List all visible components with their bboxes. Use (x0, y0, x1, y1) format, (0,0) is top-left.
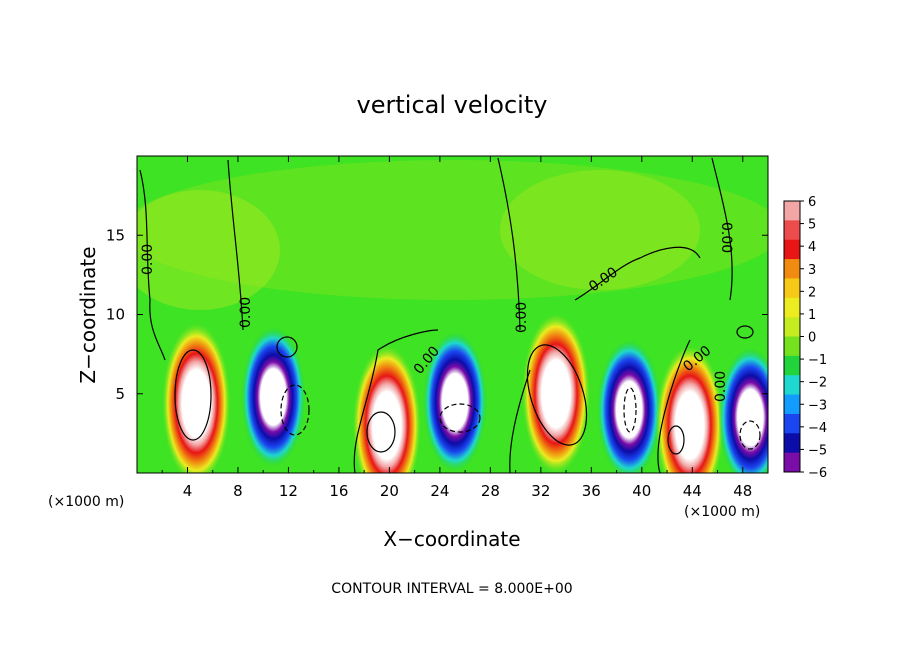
contour-up-core-2 (526, 344, 588, 446)
colorbar-tick-label: 1 (808, 308, 816, 323)
plot-area: 0.00 0.00 0.00 0.00 0.00 0.00 0.00 0.00 (137, 156, 768, 473)
contour-down-core-4 (739, 420, 761, 450)
contour-zero-1 (139, 169, 166, 361)
contour-zero-3 (497, 157, 521, 331)
colorbar-tick-label: 5 (808, 218, 816, 233)
contour-up-core-3 (366, 411, 396, 453)
x-tick-label: 12 (279, 482, 298, 500)
y-tick-label: 5 (115, 385, 125, 403)
x-tick-label: 36 (582, 482, 601, 500)
x-tick-label: 48 (733, 482, 752, 500)
downdraft-cell-8 (718, 347, 768, 473)
colorbar-swatch (784, 317, 800, 337)
colorbar-swatch (784, 375, 800, 396)
contour-zero-2 (227, 159, 244, 331)
y-tick-label: 10 (106, 306, 125, 324)
x-tick-label: 44 (683, 482, 702, 500)
colorbar-swatch (784, 201, 800, 221)
z-unit-label: (×1000 m) (48, 494, 124, 510)
contour-down-core-1 (280, 384, 310, 436)
updraft-cell-3 (352, 345, 421, 473)
contour-small-loop-2 (736, 325, 754, 339)
colorbar-tick-label: 3 (808, 263, 816, 278)
x-tick-label: 4 (183, 482, 193, 500)
x-tick-label: 8 (233, 482, 243, 500)
downdraft-cell-4 (423, 331, 488, 472)
contour-label: 0.00 (514, 302, 530, 333)
colorbar-tick-label: 2 (808, 285, 816, 300)
x-axis: 4 8 12 16 20 24 28 32 36 40 44 48 (161, 156, 752, 500)
colorbar-swatch (784, 452, 800, 473)
y-axis-label: Z−coordinate (76, 246, 100, 383)
downdraft-cell-2 (241, 326, 306, 467)
contour-label: 0.00 (140, 244, 156, 275)
colorbar-swatch (784, 278, 800, 299)
x-tick-label: 28 (481, 482, 500, 500)
contour-zero-7 (509, 369, 531, 473)
colorbar-tick-label: −1 (808, 353, 827, 368)
colorbar-tick-label: 6 (808, 195, 816, 210)
updraft-cell-5 (521, 313, 590, 473)
contour-zero-8 (657, 339, 691, 473)
contour-down-core-2 (439, 403, 481, 433)
y-tick-label: 15 (106, 226, 125, 244)
upper-field-band-3 (500, 170, 700, 290)
colorbar-swatch (784, 259, 800, 279)
colorbar: 6 5 4 3 2 1 0 −1 −2 −3 −4 −5 −6 (783, 195, 827, 481)
colorbar-swatch (784, 336, 800, 357)
contour-up-core-1 (174, 349, 212, 441)
velocity-cells (162, 313, 768, 473)
contour-zero-6 (353, 329, 439, 473)
y-axis: 5 10 15 (106, 226, 768, 403)
colorbar-swatch (784, 433, 800, 454)
colorbar-tick-label: −5 (808, 443, 827, 458)
colorbar-tick-label: −4 (808, 421, 827, 436)
colorbar-tick-label: 4 (808, 240, 816, 255)
x-tick-label: 16 (329, 482, 348, 500)
contour-label: 0.00 (238, 297, 254, 328)
colorbar-swatch (784, 394, 800, 415)
colorbar-tick-label: −2 (808, 376, 827, 391)
updraft-cell-7 (655, 345, 724, 473)
downdraft-cell-6 (597, 339, 662, 473)
x-unit-label: (×1000 m) (684, 504, 760, 520)
colorbar-swatch (784, 239, 800, 260)
contour-up-core-4 (667, 425, 685, 455)
contour-zero-5 (711, 157, 733, 301)
colorbar-swatch (784, 220, 800, 241)
colorbar-tick-label: −3 (808, 398, 827, 413)
contour-down-core-3 (623, 387, 637, 433)
x-tick-label: 24 (430, 482, 449, 500)
x-tick-label: 32 (531, 482, 550, 500)
updraft-cell-1 (162, 323, 231, 473)
upper-field-band (137, 160, 768, 300)
contour-lines (139, 157, 761, 473)
colorbar-tick-label: −6 (808, 466, 827, 481)
x-tick-label: 20 (380, 482, 399, 500)
upper-field-band-2 (137, 190, 280, 310)
x-tick-label: 40 (632, 482, 651, 500)
colorbar-swatch (784, 297, 800, 318)
contour-zero-4 (574, 246, 701, 301)
footer-contour-interval: CONTOUR INTERVAL = 8.000E+00 (331, 581, 572, 597)
x-axis-label: X−coordinate (383, 527, 520, 551)
contour-small-loop (276, 336, 298, 358)
colorbar-swatch (784, 355, 800, 376)
colorbar-tick-label: 0 (808, 331, 816, 346)
colorbar-swatch (784, 413, 800, 434)
contour-label: 0.00 (718, 222, 734, 253)
chart-title: vertical velocity (357, 91, 548, 119)
contour-label: 0.00 (713, 371, 729, 402)
